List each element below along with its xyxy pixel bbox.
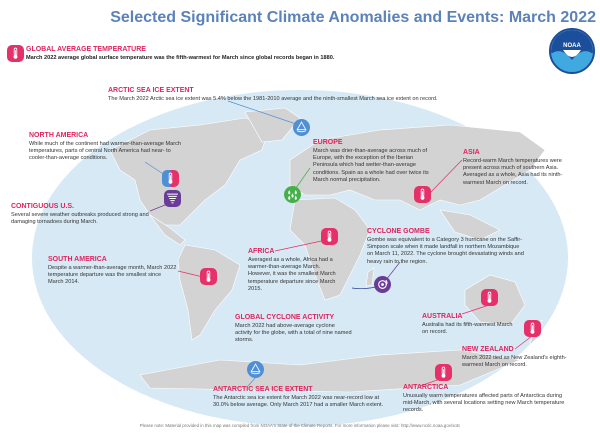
eurasia (289, 124, 546, 211)
heading: Arctic Sea Ice Extent (108, 87, 194, 94)
thermometer-icon (524, 320, 541, 337)
heading: Contiguous U.S. (11, 203, 75, 210)
heading: Cyclone Gombe (367, 228, 430, 235)
noaa-logo: NOAA (549, 28, 595, 74)
southeast-asia (439, 209, 501, 241)
madagascar (365, 267, 375, 287)
body: Unusually warm temperatures affected par… (403, 392, 565, 414)
antarctica (139, 349, 522, 393)
thermometer-icon (162, 170, 179, 187)
heading: Antarctic Sea Ice Extent (213, 386, 313, 393)
heading: Antarctica (403, 384, 449, 391)
body: Record-warm March temperatures were pres… (463, 157, 563, 186)
thermometer-icon (435, 364, 452, 381)
body: Australia had its fifth-warmest March on… (422, 321, 513, 335)
body: The March 2022 Arctic sea ice extent was… (108, 95, 438, 102)
heading: Europe (313, 139, 343, 146)
body: Gombe was equivalent to a Category 3 hur… (367, 236, 524, 265)
body: March 2022 average global surface temper… (26, 54, 335, 61)
cyclone-gombe-block: Cyclone Gombe Gombe was equivalent to a C… (367, 228, 527, 266)
heading: Global Average Temperature (26, 46, 146, 53)
body: The Antarctic sea ice extent for March 2… (213, 394, 384, 408)
heading: Australia (422, 313, 463, 320)
global-temperature-block: Global Average Temperature March 2022 ave… (26, 46, 541, 62)
heading: New Zealand (462, 346, 514, 353)
thermometer-icon (200, 268, 217, 285)
central-america (149, 214, 186, 246)
thermometer-icon (481, 289, 498, 306)
heading: Africa (248, 248, 275, 255)
thermometer-icon (414, 186, 431, 203)
tornado-icon (164, 190, 181, 207)
thermometer-icon (7, 45, 24, 62)
cyclone-icon (374, 276, 391, 293)
heading: North America (29, 132, 89, 139)
south-america (177, 244, 241, 341)
heading: Asia (463, 149, 480, 156)
page-title: Selected Significant Climate Anomalies a… (110, 9, 596, 26)
north-america (109, 117, 271, 226)
europe-block: Europe March was drier-than-average acros… (313, 139, 437, 185)
body: March was drier-than-average across much… (313, 147, 429, 184)
heading: South America (48, 256, 107, 263)
global-cyclone-activity-block: Global Cyclone Activity March 2022 had ab… (235, 314, 353, 345)
rain-drops-icon (284, 186, 301, 203)
south-america-block: South America Despite a warmer-than-avera… (48, 256, 178, 287)
asia-block: Asia Record-warm March temperatures were … (463, 149, 579, 187)
antarctica-block: Antarctica Unusually warm temperatures af… (403, 384, 573, 415)
australia-block: Australia Australia had its fifth-warmest… (422, 313, 517, 336)
sea-ice-icon (247, 361, 264, 378)
thermometer-icon (321, 228, 338, 245)
arctic-block: Arctic Sea Ice Extent The March 2022 Arct… (108, 87, 548, 103)
body: Averaged as a whole, Africa had a warmer… (248, 256, 336, 293)
africa-block: Africa Averaged as a whole, Africa had a … (248, 248, 336, 294)
new-zealand-block: New Zealand March 2022 tied as New Zealan… (462, 346, 567, 369)
body: Despite a warmer-than-average month, Mar… (48, 264, 177, 286)
body: While much of the continent had warmer-t… (29, 140, 182, 162)
sea-ice-icon (293, 119, 310, 136)
antarctic-sea-ice-block: Antarctic Sea Ice Extent The Antarctic se… (213, 386, 388, 409)
contiguous-us-block: Contiguous U.S. Several severe weather ou… (11, 203, 161, 226)
body: March 2022 tied as New Zealand's eighth-… (462, 354, 567, 368)
footer-note: Please note: Material provided in this m… (139, 423, 461, 428)
africa (289, 197, 371, 301)
north-america-block: North America While much of the continent… (29, 132, 189, 163)
land-masses (109, 107, 546, 393)
body: March 2022 had above-average cyclone act… (235, 322, 352, 344)
heading: Global Cyclone Activity (235, 314, 335, 321)
body: Several severe weather outbreaks produce… (11, 211, 149, 225)
greenland (244, 107, 301, 143)
logo-text: NOAA (563, 43, 581, 49)
